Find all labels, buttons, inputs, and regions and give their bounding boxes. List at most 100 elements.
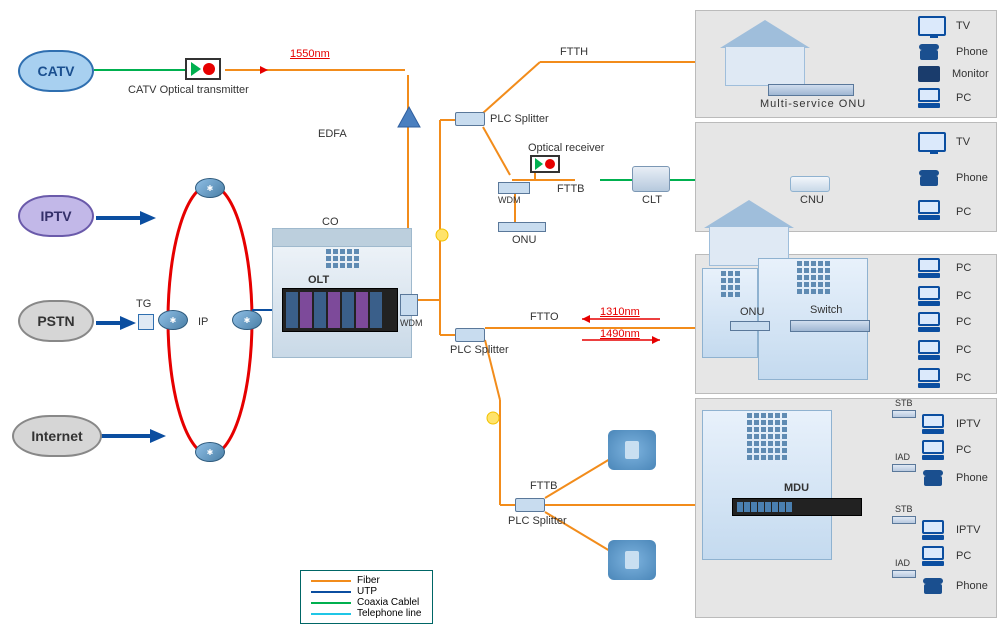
iad-1: [892, 464, 916, 472]
mdu-building: [702, 410, 832, 560]
iad1-label: IAD: [895, 452, 910, 462]
iptv-ep-1: [922, 414, 944, 434]
wdm-small-label: WDM: [498, 195, 521, 205]
multi-service-onu: [768, 84, 854, 96]
cnu-label: CNU: [800, 194, 824, 206]
stb-1: [892, 410, 916, 418]
pc-p2: [918, 200, 940, 220]
olt-device: [282, 288, 398, 332]
monitor-p1-label: Monitor: [952, 68, 989, 80]
nm1550-label: 1550nm: [290, 48, 330, 60]
nm1310-label: 1310nm: [600, 306, 640, 318]
triangle-icon: [191, 62, 201, 76]
pc-p3-3-label: PC: [956, 316, 971, 328]
pc-p1: [918, 88, 940, 108]
router-left: ✱: [158, 310, 188, 330]
olt-label: OLT: [308, 274, 329, 286]
pc-ep1-label: PC: [956, 444, 971, 456]
switch-ftto: [790, 320, 870, 332]
mdu-label: MDU: [784, 482, 809, 494]
router-bottom: ✱: [195, 442, 225, 462]
tv-p2: [918, 132, 946, 152]
plc-splitter-2: [455, 328, 485, 342]
tg-device: [138, 314, 154, 330]
iptv-ep1-label: IPTV: [956, 418, 980, 430]
router-right: ✱: [232, 310, 262, 330]
edfa-icon: [396, 105, 422, 131]
pc-p2-label: PC: [956, 206, 971, 218]
onu-small: [498, 222, 546, 232]
pc-p3-2-label: PC: [956, 290, 971, 302]
legend: Fiber UTP Coaxia Cablel Telephone line: [300, 570, 433, 624]
onu-ftto-label: ONU: [740, 306, 764, 318]
pc-p3-1-label: PC: [956, 262, 971, 274]
pc-p1-label: PC: [956, 92, 971, 104]
monitor-p1: [918, 66, 940, 82]
wdm-small: [498, 182, 530, 194]
cloud-internet: Internet: [12, 415, 102, 457]
iptv-ep-2: [922, 520, 944, 540]
user-workstation-1: [608, 430, 656, 470]
pc-ep-2: [922, 546, 944, 566]
co-label: CO: [322, 216, 339, 228]
phone-p2: [920, 170, 938, 186]
ip-label: IP: [198, 316, 208, 328]
phone-ep-1: [924, 470, 942, 486]
pc-p3-2: [918, 286, 940, 306]
multi-onu-label: Multi-service ONU: [760, 98, 866, 110]
stb1-label: STB: [895, 398, 913, 408]
pc-p3-1: [918, 258, 940, 278]
pc-ep2-label: PC: [956, 550, 971, 562]
catv-tx-label: CATV Optical transmitter: [128, 84, 249, 96]
phone-p1-label: Phone: [956, 46, 988, 58]
office-building-large: [758, 258, 868, 380]
phone-p1: [920, 44, 938, 60]
fttb1-label: FTTB: [557, 183, 585, 195]
optical-rx-label: Optical receiver: [528, 142, 604, 154]
phone-ep1-label: Phone: [956, 472, 988, 484]
ftth-label: FTTH: [560, 46, 588, 58]
legend-utp: UTP: [311, 586, 422, 597]
pc-p3-3: [918, 312, 940, 332]
catv-optical-transmitter: [185, 58, 221, 80]
tv-p2-label: TV: [956, 136, 970, 148]
plc-splitter-1: [455, 112, 485, 126]
edfa-label: EDFA: [318, 128, 347, 140]
pc-ep-1: [922, 440, 944, 460]
pc-p3-5: [918, 368, 940, 388]
stb-2: [892, 516, 916, 524]
onu-small-label: ONU: [512, 234, 536, 246]
stb2-label: STB: [895, 504, 913, 514]
phone-ep-2: [924, 578, 942, 594]
tv-p1-label: TV: [956, 20, 970, 32]
phone-p2-label: Phone: [956, 172, 988, 184]
wdm-label: WDM: [400, 318, 423, 328]
tv-p1: [918, 16, 946, 36]
nm1490-label: 1490nm: [600, 328, 640, 340]
plc2-label: PLC Splitter: [450, 344, 509, 356]
cloud-pstn: PSTN: [18, 300, 94, 342]
user-workstation-2: [608, 540, 656, 580]
cnu-device: [790, 176, 830, 192]
iad2-label: IAD: [895, 558, 910, 568]
legend-fiber: Fiber: [311, 575, 422, 586]
ftto-label: FTTO: [530, 311, 559, 323]
optical-receiver: [530, 155, 560, 173]
pc-p3-4-label: PC: [956, 344, 971, 356]
pc-p3-5-label: PC: [956, 372, 971, 384]
iad-2: [892, 570, 916, 578]
switch-label: Switch: [810, 304, 842, 316]
cloud-catv: CATV: [18, 50, 94, 92]
mdu-device: [732, 498, 862, 516]
iptv-ep2-label: IPTV: [956, 524, 980, 536]
wdm-unit: [400, 294, 418, 316]
phone-ep2-label: Phone: [956, 580, 988, 592]
plc3-label: PLC Splitter: [508, 515, 567, 527]
fttb2-label: FTTB: [530, 480, 558, 492]
legend-tel: Telephone line: [311, 608, 422, 619]
router-top: ✱: [195, 178, 225, 198]
plc-splitter-3: [515, 498, 545, 512]
clt-label: CLT: [642, 194, 662, 206]
legend-coax: Coaxia Cablel: [311, 597, 422, 608]
clt-device: [632, 166, 670, 192]
